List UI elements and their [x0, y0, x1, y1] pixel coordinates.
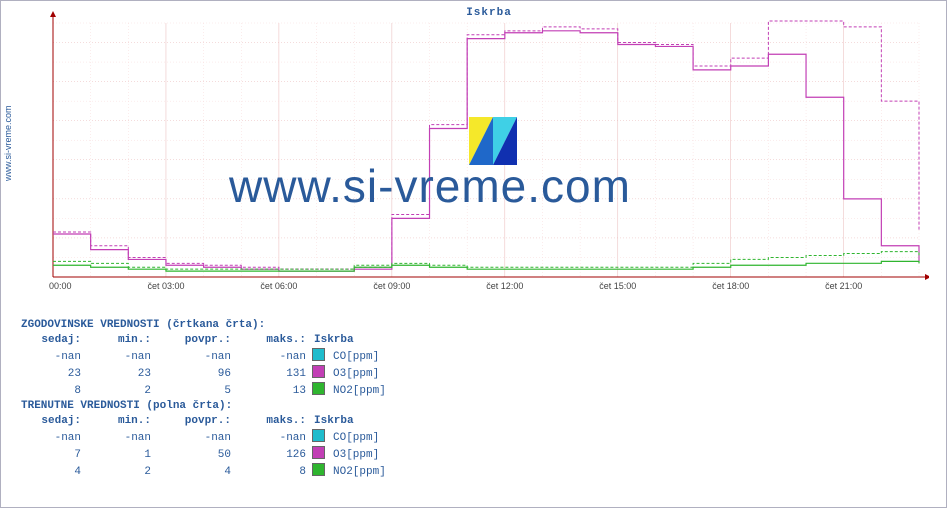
legend-section-header: ZGODOVINSKE VREDNOSTI (črtkana črta): [21, 318, 386, 333]
legend-cell: -nan [151, 350, 231, 365]
legend-col-header-row: sedaj:min.:povpr.:maks.: Iskrba [21, 333, 386, 348]
legend-col-header-row: sedaj:min.:povpr.:maks.: Iskrba [21, 414, 386, 429]
legend-swatch [312, 446, 325, 459]
legend-block: ZGODOVINSKE VREDNOSTI (črtkana črta):sed… [21, 318, 386, 480]
legend-label: Iskrba [314, 414, 354, 429]
legend-row: -nan-nan-nan-nanCO[ppm] [21, 348, 386, 365]
svg-text:čet 03:00: čet 03:00 [147, 281, 184, 291]
legend-cell: min.: [81, 333, 151, 348]
legend-cell: -nan [81, 431, 151, 446]
y-axis-label: www.si-vreme.com [3, 105, 13, 181]
legend-cell: 4 [151, 465, 231, 480]
legend-cell: 5 [151, 384, 231, 399]
svg-text:čet 15:00: čet 15:00 [599, 281, 636, 291]
legend-label: Iskrba [314, 333, 354, 348]
legend-cell: -nan [231, 431, 306, 446]
legend-cell: maks.: [231, 333, 306, 348]
legend-label: CO[ppm] [333, 431, 379, 446]
legend-cell: 131 [231, 367, 306, 382]
legend-cell: maks.: [231, 414, 306, 429]
legend-cell: 126 [231, 448, 306, 463]
legend-swatch [312, 463, 325, 476]
legend-cell: 13 [231, 384, 306, 399]
svg-text:čet 06:00: čet 06:00 [260, 281, 297, 291]
legend-label: CO[ppm] [333, 350, 379, 365]
legend-cell: -nan [151, 431, 231, 446]
legend-cell: -nan [81, 350, 151, 365]
legend-row: -nan-nan-nan-nanCO[ppm] [21, 429, 386, 446]
legend-cell: 2 [81, 384, 151, 399]
legend-section-header: TRENUTNE VREDNOSTI (polna črta): [21, 399, 386, 414]
legend-cell: -nan [21, 431, 81, 446]
chart-frame: www.si-vreme.com Iskrba 20406080100120če… [0, 0, 947, 508]
svg-text:čet 18:00: čet 18:00 [712, 281, 749, 291]
svg-text:čet 00:00: čet 00:00 [49, 281, 72, 291]
legend-swatch [312, 365, 325, 378]
legend-cell: 96 [151, 367, 231, 382]
svg-text:čet 12:00: čet 12:00 [486, 281, 523, 291]
legend-cell: -nan [21, 350, 81, 365]
legend-cell: 8 [21, 384, 81, 399]
legend-cell: sedaj: [21, 333, 81, 348]
legend-cell: povpr.: [151, 333, 231, 348]
legend-label: NO2[ppm] [333, 465, 386, 480]
legend-cell: povpr.: [151, 414, 231, 429]
legend-cell: 8 [231, 465, 306, 480]
legend-cell: min.: [81, 414, 151, 429]
legend-cell: 1 [81, 448, 151, 463]
legend-cell: 4 [21, 465, 81, 480]
chart-svg: 20406080100120čet 00:00čet 03:00čet 06:0… [49, 9, 929, 299]
legend-label: NO2[ppm] [333, 384, 386, 399]
legend-label: O3[ppm] [333, 448, 379, 463]
legend-label: O3[ppm] [333, 367, 379, 382]
legend-row: 7150126 O3[ppm] [21, 446, 386, 463]
chart-area: Iskrba 20406080100120čet 00:00čet 03:00č… [49, 9, 929, 299]
legend-row: 232396131O3[ppm] [21, 365, 386, 382]
legend-swatch [312, 382, 325, 395]
legend-cell: 23 [81, 367, 151, 382]
legend-cell: 50 [151, 448, 231, 463]
legend-row: 4248NO2[ppm] [21, 463, 386, 480]
legend-cell: -nan [231, 350, 306, 365]
legend-cell: 7 [21, 448, 81, 463]
svg-text:čet 09:00: čet 09:00 [373, 281, 410, 291]
svg-text:čet 21:00: čet 21:00 [825, 281, 862, 291]
legend-cell: sedaj: [21, 414, 81, 429]
legend-swatch [312, 348, 325, 361]
legend-cell: 2 [81, 465, 151, 480]
legend-cell: 23 [21, 367, 81, 382]
legend-row: 82513 NO2[ppm] [21, 382, 386, 399]
legend-swatch [312, 429, 325, 442]
